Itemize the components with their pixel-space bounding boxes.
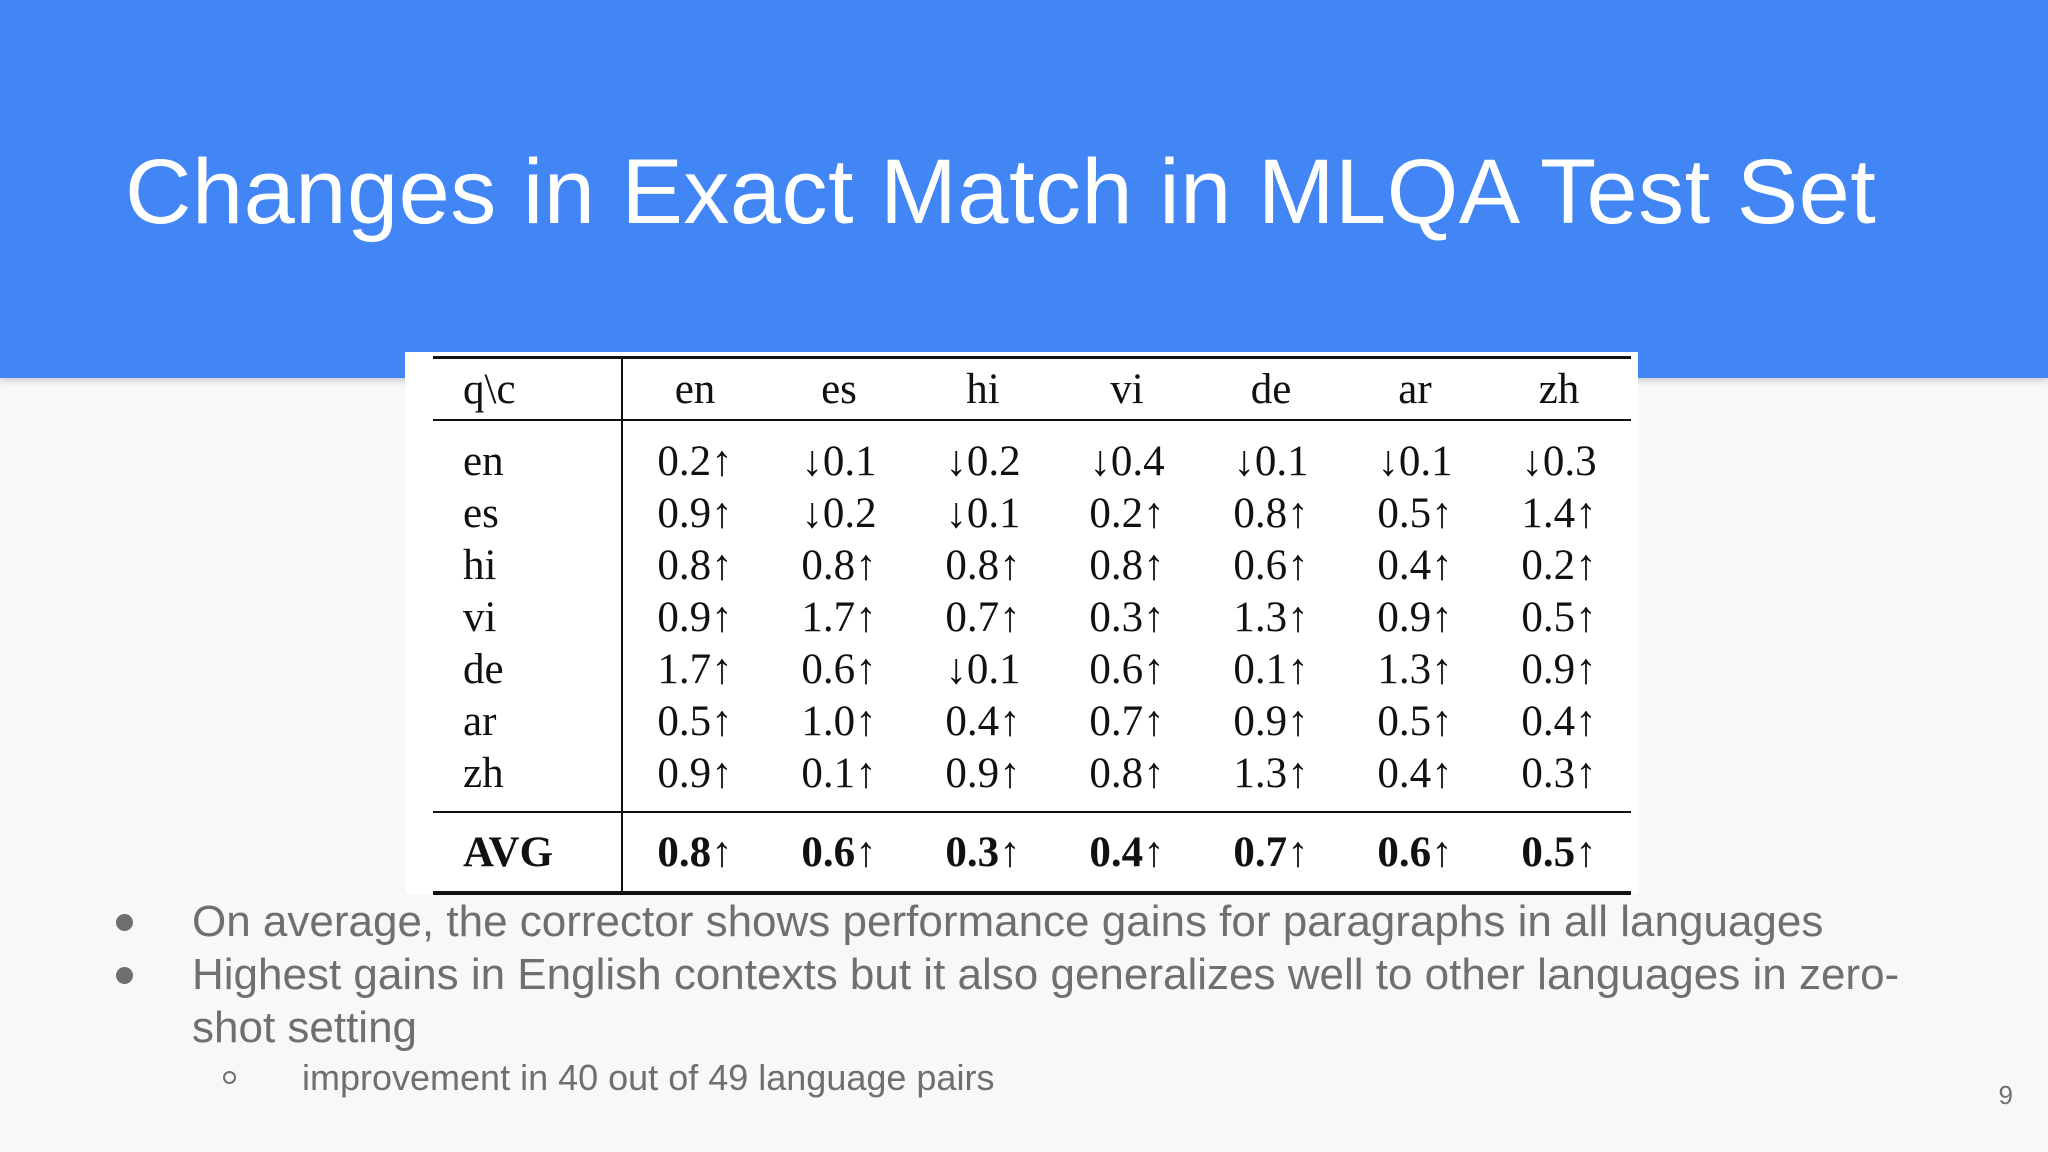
table-cell: 1.0↑ [801,697,877,745]
hollow-circle-icon [223,1071,236,1084]
table-cell: 0.2↑ [1521,541,1597,589]
table-cell: 0.7↑ [945,593,1021,641]
table-cell: 0.6↑ [801,645,877,693]
avg-cell: 0.8↑ [657,828,733,876]
table-cell: 0.9↑ [1233,697,1309,745]
table-cell: 0.8↑ [657,541,733,589]
avg-cell: 0.6↑ [1377,828,1453,876]
table-cell: ↓0.3 [1521,437,1597,485]
slide-title: Changes in Exact Match in MLQA Test Set [125,141,1877,243]
table-row: en 0.2↑ ↓0.1 ↓0.2 ↓0.4 ↓0.1 ↓0.1 ↓0.3 [433,420,1631,487]
table-cell: 1.3↑ [1233,749,1309,797]
table-cell: 0.8↑ [945,541,1021,589]
table-cell: 0.9↑ [657,489,733,537]
row-header: de [433,643,623,695]
table-cell: ↓0.4 [1089,437,1165,485]
bullet-list: On average, the corrector shows performa… [110,895,1980,1100]
table-cell: 0.2↑ [1089,489,1165,537]
sub-bullet-text: improvement in 40 out of 49 language pai… [302,1057,995,1098]
table-row: zh 0.9↑ 0.1↑ 0.9↑ 0.8↑ 1.3↑ 0.4↑ 0.3↑ [433,747,1631,812]
table-cell: 0.6↑ [1233,541,1309,589]
avg-cell: 0.5↑ [1521,828,1597,876]
row-header: en [433,420,623,487]
bullet-text: Highest gains in English contexts but it… [192,950,1900,1052]
sub-bullet-item: improvement in 40 out of 49 language pai… [110,1056,1980,1100]
column-header: de [1250,365,1292,413]
bullet-item: Highest gains in English contexts but it… [110,948,1980,1054]
table-cell: 0.1↑ [801,749,877,797]
table-cell: 0.9↑ [945,749,1021,797]
table-cell: ↓0.1 [801,437,877,485]
avg-cell: 0.3↑ [945,828,1021,876]
table-cell: 0.8↑ [1089,749,1165,797]
table-header-row: q\c en es hi vi de ar zh [433,357,1631,420]
row-header: hi [433,539,623,591]
table-cell: 0.5↑ [1521,593,1597,641]
avg-cell: 0.4↑ [1089,828,1165,876]
page-number: 9 [1998,1080,2013,1110]
avg-row-header: AVG [433,812,623,893]
table-cell: ↓0.1 [1377,437,1453,485]
table-row: vi 0.9↑ 1.7↑ 0.7↑ 0.3↑ 1.3↑ 0.9↑ 0.5↑ [433,591,1631,643]
table-cell: 0.6↑ [1089,645,1165,693]
table-cell: ↓0.1 [945,645,1021,693]
table-cell: ↓0.1 [1233,437,1309,485]
avg-cell: 0.6↑ [801,828,877,876]
column-header: hi [966,365,1000,413]
table-cell: 0.4↑ [1521,697,1597,745]
table-cell: 0.4↑ [1377,749,1453,797]
column-header: ar [1398,365,1432,413]
column-header: vi [1110,365,1144,413]
table-cell: ↓0.1 [945,489,1021,537]
table-cell: 0.9↑ [1377,593,1453,641]
table-row: de 1.7↑ 0.6↑ ↓0.1 0.6↑ 0.1↑ 1.3↑ 0.9↑ [433,643,1631,695]
table-cell: 1.4↑ [1521,489,1597,537]
table-cell: ↓0.2 [945,437,1021,485]
table-cell: 0.9↑ [1521,645,1597,693]
column-header: es [821,365,857,413]
bullet-dot-icon [116,914,133,931]
table-row: ar 0.5↑ 1.0↑ 0.4↑ 0.7↑ 0.9↑ 0.5↑ 0.4↑ [433,695,1631,747]
table-cell: 0.2↑ [657,437,733,485]
exact-match-table: q\c en es hi vi de ar zh en 0.2↑ ↓0.1 ↓0… [433,356,1631,895]
column-header: en [674,365,716,413]
bullet-item: On average, the corrector shows performa… [110,895,1980,948]
table-cell: 1.7↑ [657,645,733,693]
column-header: zh [1538,365,1580,413]
table-cell: 0.5↑ [1377,489,1453,537]
table-cell: 0.1↑ [1233,645,1309,693]
avg-cell: 0.7↑ [1233,828,1309,876]
table-row: es 0.9↑ ↓0.2 ↓0.1 0.2↑ 0.8↑ 0.5↑ 1.4↑ [433,487,1631,539]
table-cell: 0.5↑ [1377,697,1453,745]
table-cell: 0.4↑ [945,697,1021,745]
table-cell: 1.7↑ [801,593,877,641]
table-row: hi 0.8↑ 0.8↑ 0.8↑ 0.8↑ 0.6↑ 0.4↑ 0.2↑ [433,539,1631,591]
table-cell: 0.9↑ [657,749,733,797]
table-cell: 1.3↑ [1377,645,1453,693]
row-header: es [433,487,623,539]
average-row: AVG 0.8↑ 0.6↑ 0.3↑ 0.4↑ 0.7↑ 0.6↑ 0.5↑ [433,812,1631,893]
table-cell: 0.3↑ [1521,749,1597,797]
row-header: ar [433,695,623,747]
table-cell: 0.8↑ [801,541,877,589]
table-cell: 0.8↑ [1233,489,1309,537]
table-cell: ↓0.2 [801,489,877,537]
table-cell: 0.4↑ [1377,541,1453,589]
table-cell: 0.3↑ [1089,593,1165,641]
table-cell: 0.9↑ [657,593,733,641]
table-cell: 0.7↑ [1089,697,1165,745]
table-cell: 0.8↑ [1089,541,1165,589]
title-banner: Changes in Exact Match in MLQA Test Set [0,0,2048,378]
table-cell: 0.5↑ [657,697,733,745]
table-cell: 1.3↑ [1233,593,1309,641]
bullet-dot-icon [116,967,133,984]
row-header: zh [433,747,623,812]
bullet-text: On average, the corrector shows performa… [192,897,1824,946]
row-header: vi [433,591,623,643]
corner-header: q\c [433,357,623,420]
results-table-image: q\c en es hi vi de ar zh en 0.2↑ ↓0.1 ↓0… [405,352,1638,894]
